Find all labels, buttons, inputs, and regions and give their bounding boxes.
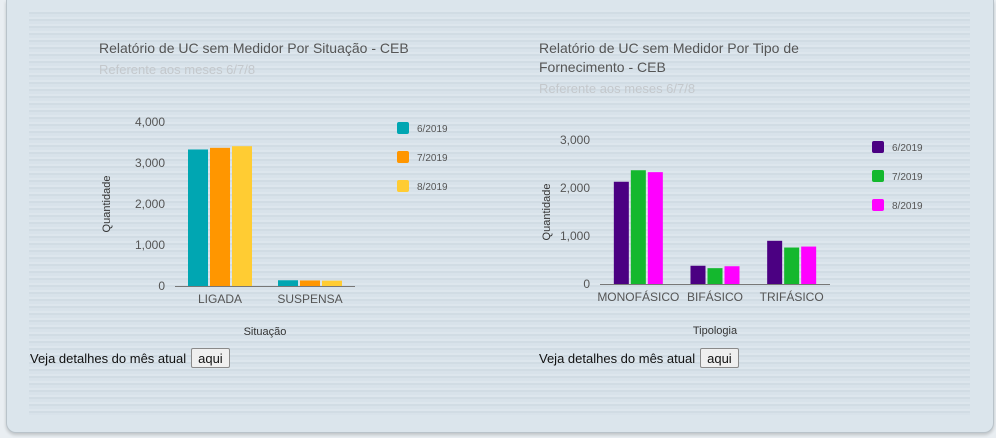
legend-label: 6/2019 bbox=[892, 143, 923, 154]
bar bbox=[232, 146, 252, 286]
y-tick-label: 0 bbox=[583, 277, 590, 291]
y-tick-label: 0 bbox=[158, 279, 165, 293]
bar bbox=[724, 266, 740, 284]
detail-row-situacao: Veja detalhes do mês atual aqui bbox=[30, 348, 230, 368]
y-tick-label: 1,000 bbox=[135, 238, 165, 252]
aqui-button[interactable]: aqui bbox=[700, 348, 739, 368]
legend-swatch bbox=[397, 122, 409, 134]
bar bbox=[188, 149, 208, 286]
bar bbox=[613, 181, 629, 284]
legend-label: 6/2019 bbox=[417, 124, 448, 135]
bar bbox=[300, 280, 320, 286]
bar bbox=[784, 247, 800, 284]
chart-subtitle-situacao: Referente aos meses 6/7/8 bbox=[99, 62, 256, 77]
legend-swatch bbox=[872, 141, 884, 153]
reports-panel bbox=[29, 10, 970, 415]
legend-label: 8/2019 bbox=[892, 201, 923, 212]
x-axis-title: Tipologia bbox=[693, 325, 738, 337]
detail-text: Veja detalhes do mês atual bbox=[539, 350, 696, 366]
bar bbox=[647, 172, 663, 284]
bar-chart-tipologia: 0 1,000 2,000 3,000 Quantidade MONOFÁSICO BIFÁ… bbox=[541, 133, 923, 337]
detail-row-tipologia: Veja detalhes do mês atual aqui bbox=[539, 348, 739, 368]
detail-text: Veja detalhes do mês atual bbox=[30, 350, 187, 366]
y-tick-label: 4,000 bbox=[135, 115, 165, 129]
y-tick-label: 3,000 bbox=[560, 133, 590, 147]
legend-swatch bbox=[872, 199, 884, 211]
x-tick-label: MONOFÁSICO bbox=[597, 289, 679, 304]
x-tick-label: SUSPENSA bbox=[277, 292, 342, 306]
bar bbox=[767, 240, 783, 284]
y-axis-title: Quantidade bbox=[101, 176, 113, 233]
legend-label: 7/2019 bbox=[892, 172, 923, 183]
legend-swatch bbox=[397, 180, 409, 192]
x-axis-title: Situação bbox=[244, 326, 287, 338]
legend-swatch bbox=[872, 170, 884, 182]
x-tick-label: TRIFÁSICO bbox=[760, 289, 824, 304]
y-axis-title: Quantidade bbox=[541, 184, 553, 241]
y-tick-label: 1,000 bbox=[560, 229, 590, 243]
legend-swatch bbox=[397, 151, 409, 163]
y-tick-label: 2,000 bbox=[560, 181, 590, 195]
bar bbox=[707, 268, 723, 284]
bar bbox=[322, 280, 342, 286]
aqui-button[interactable]: aqui bbox=[191, 348, 230, 368]
chart-subtitle-tipologia: Referente aos meses 6/7/8 bbox=[539, 81, 696, 96]
chart-title-tipologia: Relatório de UC sem Medidor Por Tipo de … bbox=[539, 40, 799, 75]
chart-title-situacao: Relatório de UC sem Medidor Por Situação… bbox=[99, 40, 409, 56]
y-tick-label: 3,000 bbox=[135, 156, 165, 170]
x-tick-label: LIGADA bbox=[198, 292, 242, 306]
x-tick-label: BIFÁSICO bbox=[687, 289, 743, 304]
y-tick-label: 2,000 bbox=[135, 197, 165, 211]
legend-label: 8/2019 bbox=[417, 182, 448, 193]
bar bbox=[690, 265, 706, 284]
bar bbox=[801, 246, 817, 284]
bar bbox=[278, 280, 298, 286]
bar bbox=[210, 147, 230, 286]
bar bbox=[630, 170, 646, 284]
bar-chart-situacao: 0 1,000 2,000 3,000 4,000 Quantidade LIGADA SUS… bbox=[101, 115, 448, 338]
legend-label: 7/2019 bbox=[417, 153, 448, 164]
